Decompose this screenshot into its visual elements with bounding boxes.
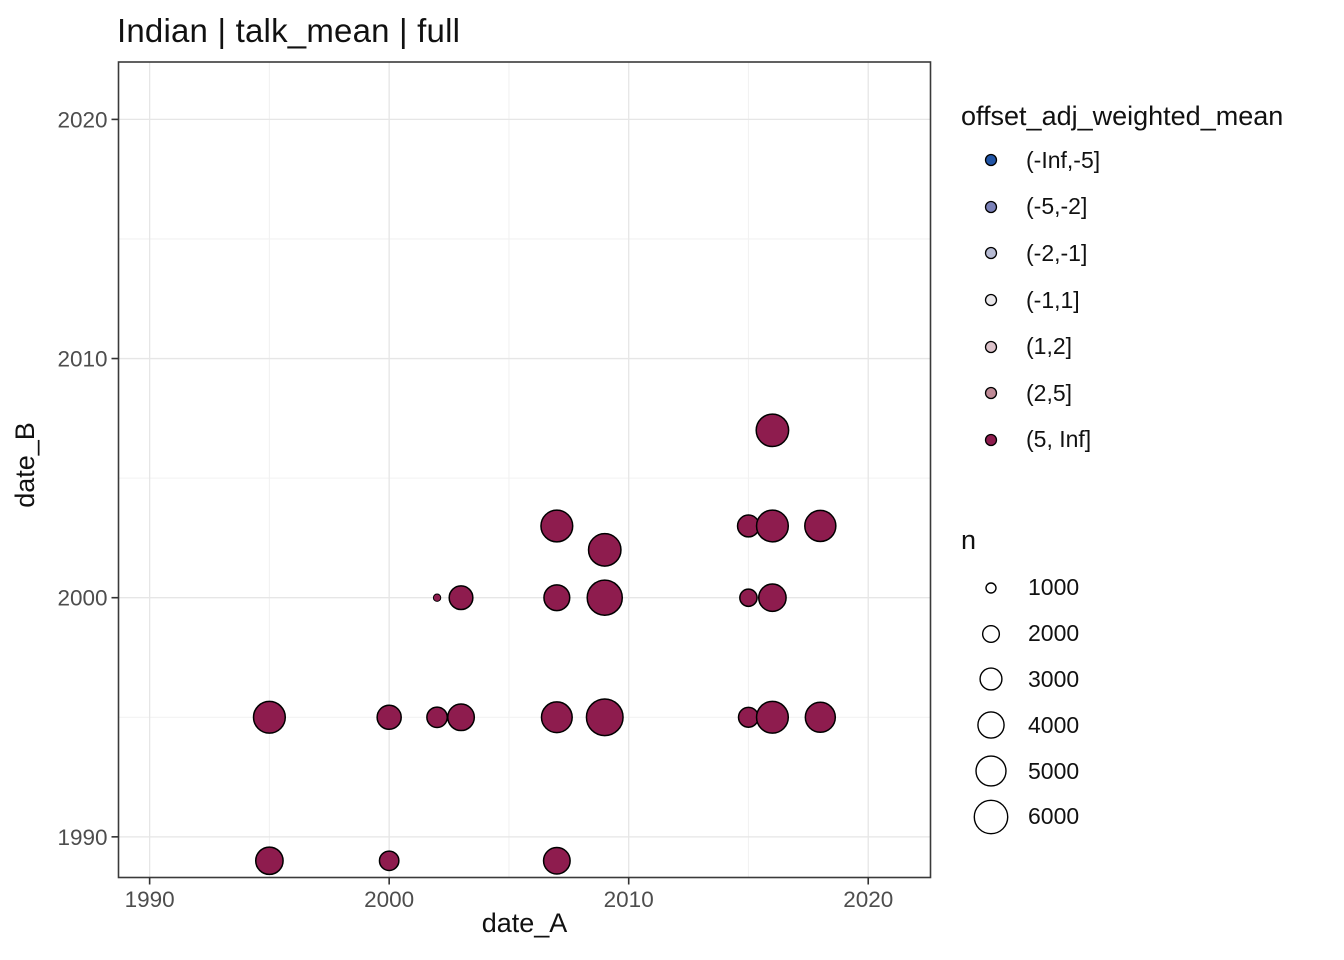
- data-point: [543, 584, 571, 612]
- data-point: [542, 846, 571, 875]
- legend-color-swatch-icon: [984, 340, 998, 353]
- data-point: [755, 700, 790, 734]
- size-legend: n 1000 2000 3000 4000 5000 6000: [961, 525, 1079, 840]
- size-legend-item: 3000: [961, 657, 1079, 703]
- plot-panel: [118, 62, 931, 878]
- legend-size-swatch-icon: [971, 568, 1011, 608]
- color-legend-item: (2,5]: [961, 370, 1283, 417]
- color-legend-label: (-5,-2]: [1026, 193, 1088, 220]
- size-legend-label: 1000: [1028, 574, 1080, 601]
- data-point: [739, 588, 758, 608]
- data-point: [804, 701, 837, 734]
- x-tick-label: 2010: [604, 887, 654, 912]
- legend-color-swatch-icon: [984, 387, 998, 400]
- color-legend-item: (-2,-1]: [961, 230, 1283, 277]
- y-tick-label: 1990: [57, 825, 107, 850]
- data-point: [540, 509, 574, 543]
- data-point: [254, 846, 284, 876]
- y-axis-title: date_B: [10, 422, 40, 508]
- legend-size-swatch-icon: [971, 797, 1011, 837]
- size-legend-label: 4000: [1028, 711, 1080, 738]
- panel-border: [117, 61, 932, 879]
- y-tick-label: 2010: [57, 347, 107, 372]
- y-tick-label: 2020: [57, 107, 107, 132]
- data-point: [432, 593, 442, 602]
- color-legend-label: (1,2]: [1026, 333, 1073, 360]
- data-point: [737, 706, 760, 728]
- size-legend-label: 5000: [1028, 757, 1080, 784]
- legend-size-swatch-icon: [971, 659, 1011, 699]
- x-tick-label: 1990: [125, 887, 175, 912]
- legend-size-swatch-icon: [971, 614, 1011, 654]
- data-point: [585, 698, 624, 737]
- data-point: [252, 700, 287, 734]
- legend-size-swatch-icon: [971, 751, 1011, 791]
- size-legend-title: n: [961, 525, 977, 555]
- data-point: [757, 583, 787, 613]
- data-point: [446, 703, 476, 732]
- color-legend-item: (5, Inf]: [961, 417, 1283, 464]
- legend-size-swatch-icon: [971, 705, 1011, 745]
- legend-color-swatch-icon: [984, 433, 998, 447]
- color-legend-item: (1,2]: [961, 323, 1283, 370]
- size-legend-label: 6000: [1028, 803, 1080, 830]
- color-legend-items: (-Inf,-5] (-5,-2] (-2,-1] (-1,1] (1,2] (2,5] (…: [961, 137, 1283, 463]
- size-legend-label: 2000: [1028, 620, 1080, 647]
- data-point: [448, 585, 474, 611]
- data-point: [426, 706, 449, 729]
- data-point: [376, 704, 402, 731]
- x-tick-label: 2000: [364, 887, 414, 912]
- data-point: [755, 509, 790, 543]
- color-legend: offset_adj_weighted_mean (-Inf,-5] (-5,-2…: [961, 101, 1283, 463]
- color-legend-title: offset_adj_weighted_mean: [961, 101, 1284, 131]
- size-legend-item: 1000: [961, 565, 1079, 611]
- x-axis-title: date_A: [481, 908, 568, 938]
- color-legend-label: (5, Inf]: [1026, 426, 1092, 453]
- chart-title: Indian | talk_mean | full: [117, 12, 461, 49]
- legend-color-swatch-icon: [984, 154, 998, 167]
- legend-color-swatch-icon: [984, 293, 998, 307]
- data-point: [804, 509, 837, 543]
- data-point: [755, 413, 790, 448]
- size-legend-label: 3000: [1028, 665, 1080, 692]
- color-legend-label: (-Inf,-5]: [1026, 146, 1101, 173]
- y-tick-label: 2000: [57, 586, 107, 611]
- color-legend-label: (2,5]: [1026, 379, 1073, 406]
- size-legend-item: 5000: [961, 748, 1079, 794]
- size-legend-item: 4000: [961, 702, 1079, 748]
- data-point: [587, 532, 622, 567]
- color-legend-item: (-1,1]: [961, 277, 1283, 324]
- size-legend-item: 6000: [961, 794, 1079, 840]
- legend-color-swatch-icon: [984, 247, 998, 260]
- color-legend-label: (-1,1]: [1026, 286, 1080, 313]
- color-legend-item: (-Inf,-5]: [961, 137, 1283, 184]
- data-point: [586, 579, 624, 616]
- color-legend-item: (-5,-2]: [961, 184, 1283, 231]
- data-point: [378, 850, 400, 872]
- color-legend-label: (-2,-1]: [1026, 239, 1088, 266]
- x-tick-label: 2020: [843, 887, 893, 912]
- data-point: [540, 701, 573, 734]
- size-legend-item: 2000: [961, 611, 1079, 657]
- size-legend-items: 1000 2000 3000 4000 5000 6000: [961, 565, 1079, 840]
- legend-color-swatch-icon: [984, 200, 998, 214]
